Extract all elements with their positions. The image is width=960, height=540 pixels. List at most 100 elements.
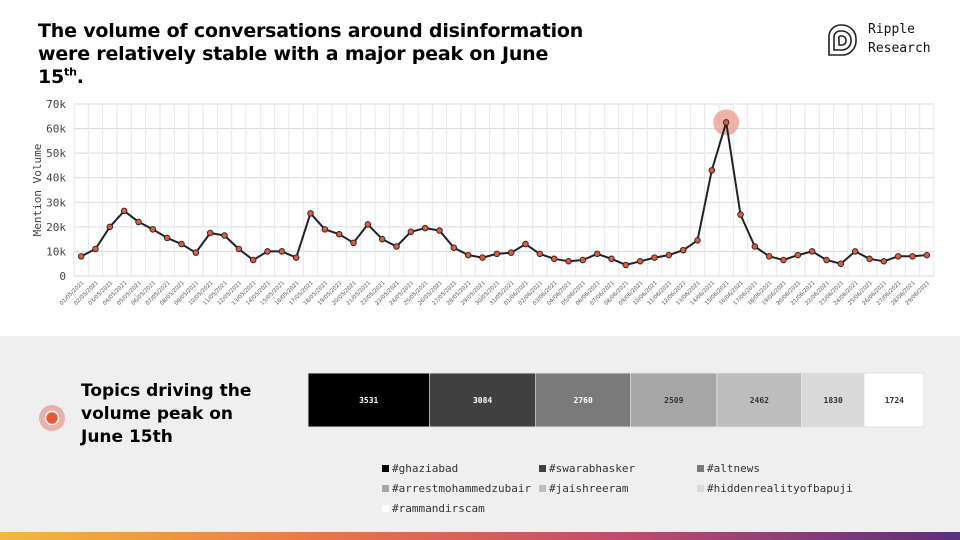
data-point	[264, 248, 271, 255]
data-point	[909, 253, 916, 260]
grid-lines	[73, 103, 935, 277]
ripple-logo-icon	[828, 24, 857, 56]
data-point	[651, 254, 658, 261]
y-tick-label: 30k	[46, 196, 66, 209]
data-point	[493, 250, 501, 258]
legend-item: #rammandirscam	[382, 502, 485, 515]
legend-label: #jaishreeram	[549, 482, 629, 495]
topics-heading-line-2: volume peak on	[81, 404, 234, 424]
data-point	[794, 251, 802, 259]
legend-swatch	[382, 485, 389, 492]
data-point	[550, 255, 558, 263]
data-point	[923, 251, 931, 259]
data-point	[479, 254, 486, 261]
logo-line-1: Ripple	[868, 22, 915, 37]
y-tick-label: 70k	[46, 98, 66, 111]
data-point	[192, 249, 200, 256]
data-point	[106, 223, 114, 231]
legend-swatch	[382, 465, 389, 472]
data-point	[665, 251, 673, 259]
legend-label: #ghaziabad	[392, 462, 459, 475]
y-tick-label: 20k	[46, 221, 66, 234]
data-point	[636, 258, 644, 265]
y-tick-label: 40k	[46, 172, 66, 185]
legend-item: #jaishreeram	[539, 482, 628, 495]
data-point	[837, 260, 845, 267]
topics-panel: Topics driving the volume peak on June 1…	[0, 336, 960, 532]
ripple-research-logo: Ripple Research	[826, 20, 946, 60]
y-tick-label: 0	[59, 270, 66, 283]
data-point	[421, 224, 429, 232]
legend-swatch	[539, 465, 546, 472]
data-point	[321, 226, 329, 233]
topics-heading-line-3: June 15th	[81, 427, 173, 447]
title-line-2-text: were relatively stable with a major peak…	[38, 43, 549, 88]
title-line-2: were relatively stable with a major peak…	[38, 43, 598, 89]
data-point	[866, 255, 873, 263]
data-point	[823, 256, 830, 264]
data-point	[77, 253, 85, 260]
y-tick-label: 50k	[46, 147, 66, 160]
data-point	[235, 245, 243, 253]
legend-label: #hiddenrealityofbapuji	[707, 482, 853, 495]
data-point	[364, 221, 372, 228]
legend-label: #swarabhasker	[549, 462, 636, 475]
data-point	[178, 240, 185, 248]
title-line-1: The volume of conversations around disin…	[38, 20, 584, 42]
legend-item: #altnews	[697, 462, 760, 475]
logo-line-2: Research	[868, 41, 931, 56]
data-point	[464, 251, 472, 259]
data-point	[751, 243, 759, 250]
y-axis-label: Mention Volume	[31, 144, 44, 237]
data-point	[307, 210, 314, 217]
data-point	[780, 256, 787, 264]
data-point	[851, 248, 859, 255]
data-point	[393, 243, 400, 250]
data-point	[722, 119, 730, 126]
data-point	[378, 235, 386, 243]
y-tick-label: 60k	[46, 123, 66, 136]
data-point	[894, 253, 902, 260]
data-point	[808, 248, 816, 255]
data-point	[221, 232, 228, 239]
data-point	[579, 256, 587, 264]
legend-item: #hiddenrealityofbapuji	[697, 482, 853, 495]
data-point	[880, 258, 888, 265]
legend-swatch	[697, 485, 704, 492]
data-point	[120, 207, 128, 215]
footer-gradient-strip	[0, 532, 960, 540]
ripple-dot-icon	[39, 405, 65, 431]
legend-item: #arrestmohammedzubair	[382, 482, 531, 495]
y-tick-label: 10k	[46, 245, 66, 258]
legend-swatch	[697, 465, 704, 472]
data-point	[92, 245, 99, 253]
legend-label: #altnews	[707, 462, 760, 475]
data-point	[593, 250, 601, 258]
data-point	[450, 244, 458, 251]
data-point	[507, 249, 515, 256]
data-point	[249, 256, 257, 264]
data-point	[679, 246, 687, 254]
chart-title: The volume of conversations around disin…	[38, 20, 598, 89]
legend-item: #swarabhasker	[539, 462, 635, 475]
title-period: .	[76, 66, 84, 88]
data-point	[436, 227, 443, 234]
data-point	[765, 253, 773, 260]
data-point	[737, 211, 744, 218]
topics-heading: Topics driving the volume peak on June 1…	[81, 380, 281, 449]
data-point	[350, 239, 357, 247]
data-point	[278, 248, 286, 255]
topics-heading-line-1: Topics driving the	[81, 381, 252, 401]
data-point	[292, 254, 300, 261]
legend-swatch	[539, 485, 546, 492]
logo-text: Ripple Research	[868, 20, 931, 58]
title-superscript: th	[64, 65, 77, 79]
data-point	[694, 237, 701, 244]
data-point	[135, 218, 142, 226]
data-point	[335, 230, 343, 238]
data-point	[565, 258, 572, 265]
data-point	[206, 229, 214, 237]
data-point	[163, 234, 171, 242]
legend-label: #rammandirscam	[392, 502, 485, 515]
